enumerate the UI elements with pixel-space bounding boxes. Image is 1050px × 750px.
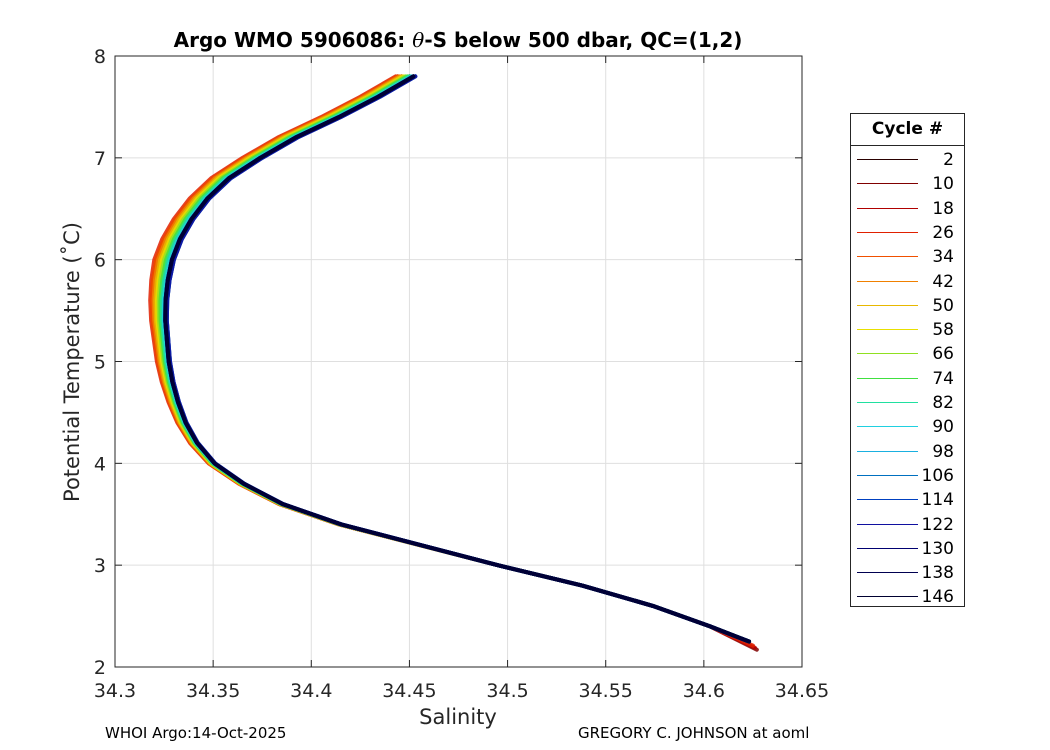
x-tick-label: 34.45	[382, 680, 436, 702]
legend-swatch	[857, 329, 918, 331]
legend-label: 58	[932, 320, 954, 341]
legend-label: 82	[932, 393, 954, 413]
legend-label: 10	[932, 174, 954, 195]
chart-title-suffix: -S below 500 dbar, QC=(1,2)	[424, 28, 742, 52]
legend-label: 26	[932, 222, 954, 243]
plot-series	[148, 74, 759, 652]
x-tick-label: 34.3	[94, 680, 136, 702]
x-tick-label: 34.65	[775, 680, 829, 702]
legend-label: 130	[921, 538, 954, 559]
legend-swatch	[857, 231, 918, 233]
chart-title-theta: θ	[412, 28, 424, 52]
legend-entry-cycle-58: 58	[851, 318, 964, 342]
y-tick-label: 3	[94, 555, 106, 577]
legend-entry-cycle-98: 98	[851, 440, 964, 464]
legend-label: 74	[932, 368, 954, 389]
series-line-cycle-146	[163, 74, 751, 644]
legend-swatch	[857, 353, 918, 355]
y-axis-label: Potential Temperature (˚C)	[60, 222, 84, 502]
legend-swatch	[857, 183, 918, 185]
legend-entry-cycle-34: 34	[851, 245, 964, 269]
legend-swatch	[857, 547, 918, 549]
y-tick-label: 7	[94, 148, 106, 170]
legend-entry-cycle-50: 50	[851, 294, 964, 318]
y-tick-label: 8	[94, 46, 106, 68]
legend-label: 98	[932, 441, 954, 462]
legend-entry-cycle-18: 18	[851, 197, 964, 221]
x-tick-label: 34.55	[579, 680, 633, 702]
axis-ticks: 34.3 34.35 34.4 34.45 34.5 34.55 34.6 34.65 2 3 4 5…	[94, 46, 829, 702]
legend-swatch	[857, 596, 918, 598]
legend-swatch	[857, 159, 918, 160]
legend-label: 34	[932, 247, 954, 268]
legend-swatch	[857, 280, 918, 282]
legend-entry-cycle-146: 146	[851, 585, 964, 609]
legend-label: 122	[921, 514, 954, 535]
legend-label: 66	[932, 344, 954, 365]
legend-swatch	[857, 304, 918, 306]
legend-entry-cycle-42: 42	[851, 270, 964, 294]
legend: Cycle # 2 10 18 26 34 42 50 58 66 74 82 90 98 106 114 1…	[850, 113, 965, 607]
grid	[114, 55, 803, 668]
x-axis-label: Salinity	[419, 705, 497, 729]
legend-label: 138	[921, 563, 954, 584]
y-tick-label: 5	[94, 352, 106, 374]
legend-entry-cycle-130: 130	[851, 537, 964, 561]
legend-entry-cycle-74: 74	[851, 367, 964, 391]
legend-label: 50	[932, 295, 954, 316]
legend-label: 2	[943, 150, 954, 170]
footer-author: GREGORY C. JOHNSON at aoml	[578, 724, 810, 742]
legend-label: 114	[921, 490, 954, 511]
legend-entry-cycle-82: 82	[851, 391, 964, 415]
y-tick-label: 4	[94, 453, 106, 475]
legend-swatch	[857, 474, 918, 476]
footer-source: WHOI Argo:14-Oct-2025	[105, 724, 287, 742]
x-tick-label: 34.5	[486, 680, 528, 702]
legend-label: 146	[921, 587, 954, 608]
x-tick-label: 34.6	[683, 680, 725, 702]
legend-swatch	[857, 256, 918, 258]
x-tick-label: 34.4	[290, 680, 332, 702]
legend-swatch	[857, 426, 918, 428]
chart-title: Argo WMO 5906086: θ-S below 500 dbar, QC…	[174, 28, 743, 52]
legend-swatch	[857, 207, 918, 209]
legend-entry-cycle-10: 10	[851, 172, 964, 196]
legend-label: 18	[932, 198, 954, 219]
legend-entry-cycle-138: 138	[851, 561, 964, 585]
legend-swatch	[857, 450, 918, 452]
legend-entry-cycle-2: 2	[851, 148, 964, 172]
legend-label: 106	[921, 465, 954, 486]
legend-swatch	[857, 402, 918, 403]
y-tick-label: 2	[94, 657, 106, 679]
legend-entry-cycle-122: 122	[851, 513, 964, 537]
legend-entry-cycle-106: 106	[851, 464, 964, 488]
chart-title-prefix: Argo WMO 5906086:	[174, 28, 413, 52]
x-tick-label: 34.35	[186, 680, 240, 702]
legend-swatch	[857, 523, 918, 525]
legend-entry-cycle-90: 90	[851, 415, 964, 439]
legend-swatch	[857, 377, 918, 379]
legend-swatch	[857, 572, 918, 574]
legend-label: 90	[932, 417, 954, 438]
legend-label: 42	[932, 271, 954, 292]
legend-entry-cycle-26: 26	[851, 221, 964, 245]
legend-entry-cycle-66: 66	[851, 342, 964, 366]
legend-entry-cycle-114: 114	[851, 488, 964, 512]
y-tick-label: 6	[94, 250, 106, 272]
legend-swatch	[857, 499, 918, 501]
legend-title: Cycle #	[851, 114, 964, 146]
